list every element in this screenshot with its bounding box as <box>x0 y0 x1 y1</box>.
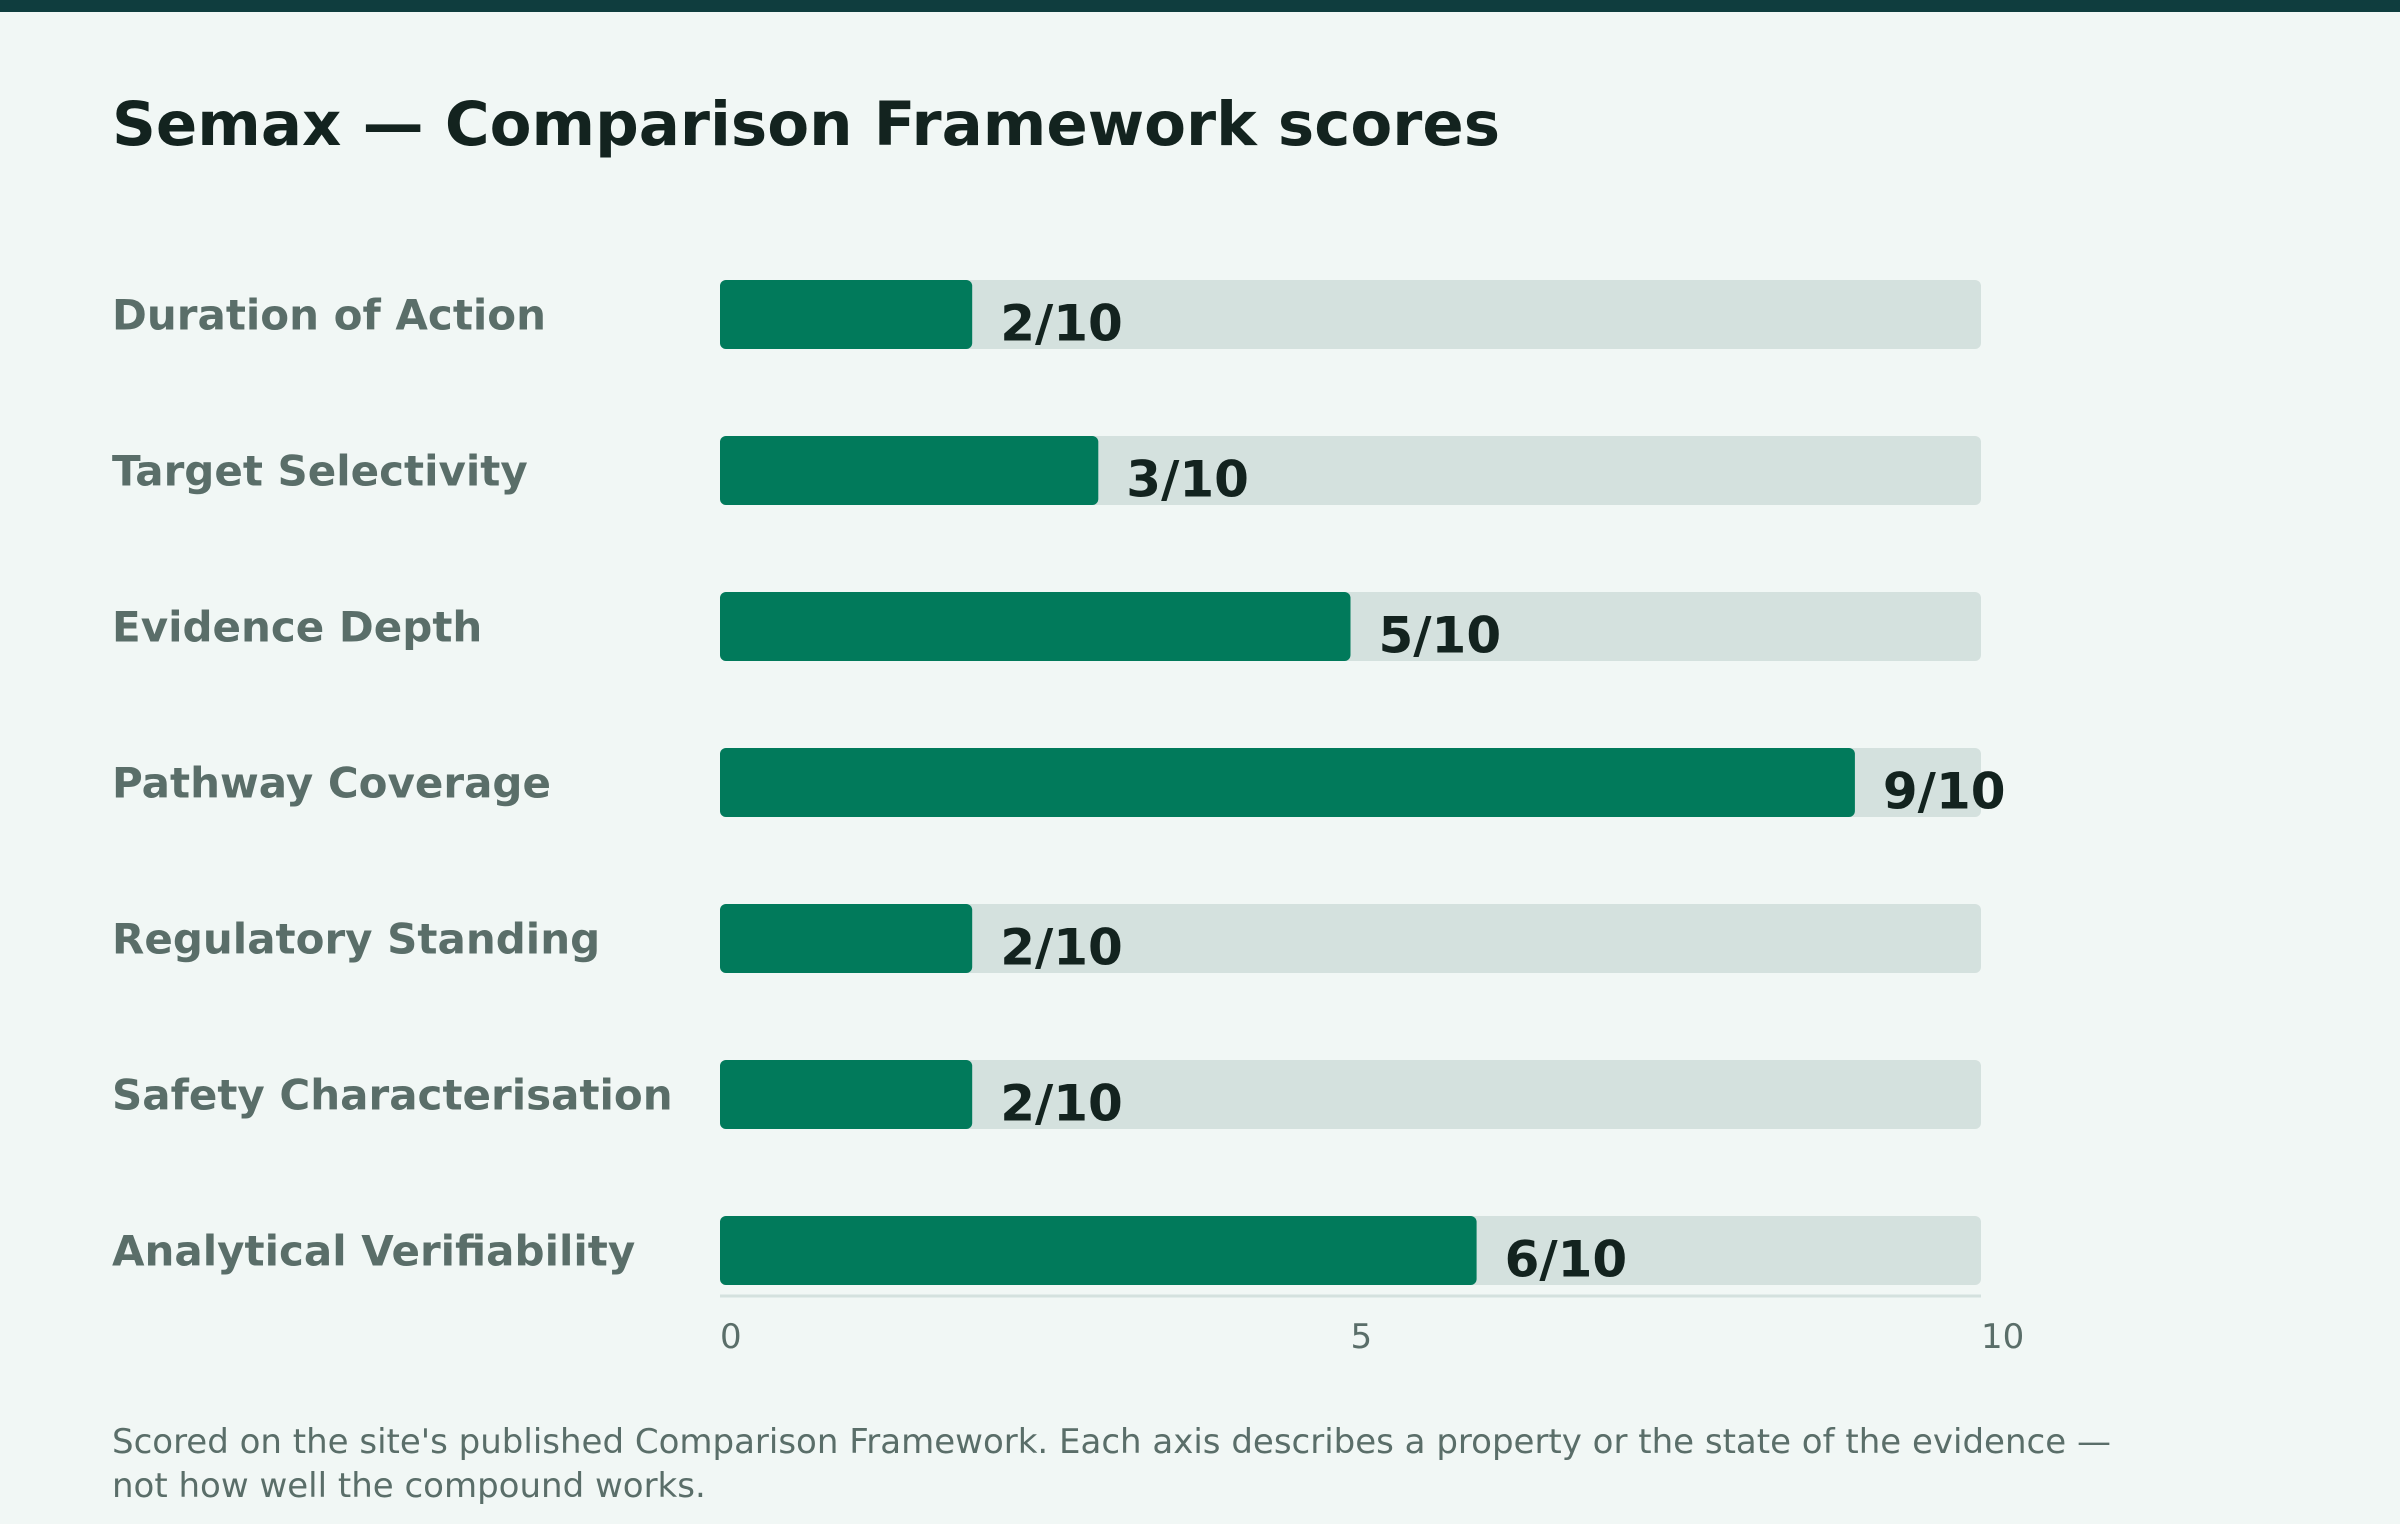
bar <box>720 280 973 349</box>
category-label: Evidence Depth <box>112 603 482 652</box>
bar <box>720 1216 1477 1285</box>
bar-track <box>720 904 1981 973</box>
category-label: Safety Characterisation <box>112 1071 673 1120</box>
bar <box>720 904 973 973</box>
value-label: 2/10 <box>1000 919 1123 977</box>
bar-chart: Duration of Action 2/10 Target Selectivity… <box>112 280 2024 1357</box>
bar-track <box>720 1060 1981 1129</box>
category-label: Pathway Coverage <box>112 759 551 808</box>
chart-title: Semax — Comparison Framework scores <box>112 89 1501 160</box>
category-label: Analytical Verifiability <box>112 1227 635 1276</box>
footnote: Scored on the site's published Compariso… <box>112 1422 2111 1506</box>
top-accent-bar <box>0 0 2400 12</box>
category-label: Target Selectivity <box>112 447 528 496</box>
x-tick-label: 10 <box>1981 1317 2024 1357</box>
bar <box>720 1060 973 1129</box>
x-tick-label: 5 <box>1351 1317 1373 1357</box>
value-label: 3/10 <box>1126 451 1249 509</box>
value-label: 9/10 <box>1883 763 2006 821</box>
value-label: 6/10 <box>1505 1231 1628 1289</box>
category-label: Regulatory Standing <box>112 915 600 964</box>
value-label: 2/10 <box>1000 295 1123 353</box>
x-tick-label: 0 <box>720 1317 742 1357</box>
bar-track <box>720 280 1981 349</box>
bar <box>720 748 1855 817</box>
category-label: Duration of Action <box>112 291 546 340</box>
bar <box>720 592 1351 661</box>
value-label: 5/10 <box>1379 607 1502 665</box>
value-label: 2/10 <box>1000 1075 1123 1133</box>
bar <box>720 436 1099 505</box>
